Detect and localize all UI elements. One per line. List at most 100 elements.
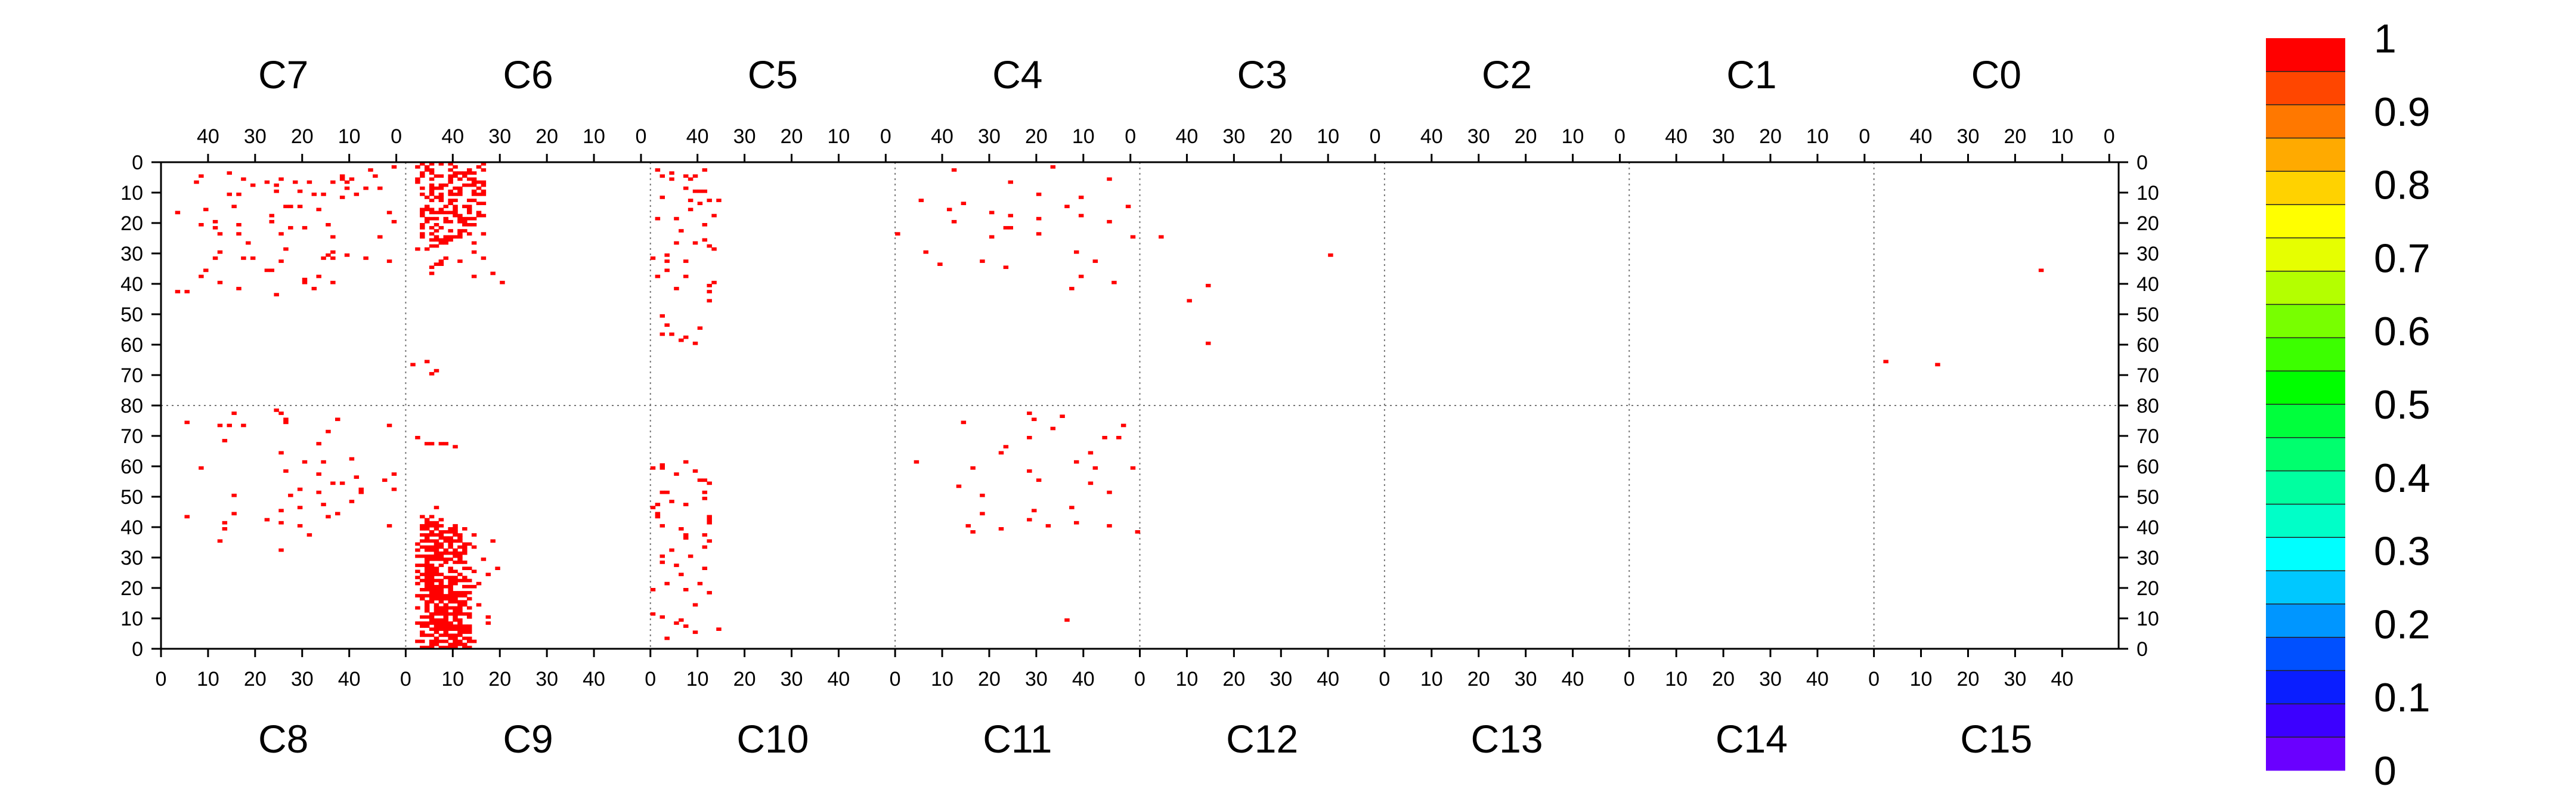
hit-pixel	[457, 189, 463, 193]
hit-pixel	[429, 168, 435, 172]
hit-pixel	[429, 627, 435, 631]
hit-pixel	[466, 177, 472, 181]
hit-pixel	[434, 223, 439, 227]
hit-pixel	[692, 241, 698, 245]
hit-pixel	[1069, 287, 1075, 290]
hit-pixel	[711, 213, 717, 218]
hit-pixel	[679, 618, 684, 622]
hit-pixel	[443, 241, 448, 245]
hit-pixel	[438, 627, 444, 631]
colorbar-band	[2266, 237, 2345, 272]
hit-pixel	[429, 186, 435, 190]
hit-pixel	[424, 548, 430, 552]
hit-pixel	[212, 226, 218, 230]
x-tick-label-top: 10	[1072, 125, 1095, 148]
chip-label-top: C1	[1726, 52, 1776, 97]
hit-pixel	[448, 621, 453, 625]
x-tick-label-top: 20	[535, 125, 558, 148]
x-tick-label-top: 10	[1317, 125, 1339, 148]
hit-pixel	[269, 268, 274, 273]
hit-pixel	[2038, 268, 2044, 273]
x-tick-label-bottom: 40	[1806, 668, 1829, 691]
hit-pixel	[434, 584, 439, 589]
hit-pixel	[707, 244, 712, 248]
hit-pixel	[448, 600, 453, 604]
hit-pixel	[711, 247, 717, 251]
x-tick-label-top: 20	[1515, 125, 1537, 148]
hit-pixel	[420, 630, 425, 634]
hit-pixel	[434, 639, 439, 643]
hit-pixel	[664, 636, 670, 640]
hit-pixel	[363, 186, 369, 190]
hit-pixel	[212, 256, 218, 260]
hit-pixel	[1111, 280, 1117, 284]
hit-pixel	[429, 569, 435, 574]
hit-pixel	[453, 445, 458, 448]
hit-pixel	[386, 423, 392, 428]
x-tick-label-top: 20	[291, 125, 314, 148]
hit-pixel	[457, 545, 463, 549]
hit-pixel	[707, 515, 712, 519]
x-tick-label-top: 0	[880, 125, 891, 148]
hit-pixel	[438, 226, 444, 230]
hit-pixel	[424, 633, 430, 637]
hit-pixel	[462, 219, 467, 224]
hit-pixel	[650, 506, 656, 509]
x-tick-label-top: 30	[244, 125, 267, 148]
chip-label-bottom: C9	[503, 717, 553, 761]
hit-pixel	[448, 210, 453, 215]
hit-pixel	[236, 232, 242, 236]
hit-pixel	[1045, 524, 1051, 528]
hit-pixel	[429, 612, 435, 616]
hit-pixel	[1031, 417, 1037, 422]
hit-pixel	[438, 162, 444, 166]
hit-pixel	[655, 515, 661, 519]
hit-pixel	[471, 171, 477, 175]
hit-pixel	[453, 633, 458, 637]
hit-pixel	[951, 219, 957, 224]
x-tick-label-bottom: 0	[1624, 668, 1635, 691]
hit-pixel	[420, 193, 425, 196]
x-tick-label-top: 20	[1025, 125, 1048, 148]
x-tick-label-bottom: 10	[1176, 668, 1199, 691]
hit-pixel	[457, 600, 463, 604]
hit-pixel	[453, 205, 458, 209]
hit-pixel	[453, 554, 458, 558]
hit-pixel	[448, 177, 453, 181]
hit-pixel	[363, 256, 369, 260]
y-tick-label-left: 60	[120, 456, 143, 478]
hit-pixel	[424, 554, 430, 558]
hit-pixel	[466, 591, 472, 595]
hit-pixel	[434, 262, 439, 266]
hit-pixel	[462, 630, 467, 634]
y-tick-label-right: 20	[2137, 212, 2159, 235]
colorbar-band	[2266, 637, 2345, 671]
hit-pixel	[466, 584, 472, 589]
hit-pixel	[316, 274, 321, 278]
y-tick-label-left: 0	[132, 151, 143, 174]
hit-pixel	[457, 259, 463, 263]
hit-pixel	[453, 524, 458, 528]
hit-pixel	[961, 202, 967, 205]
hit-pixel	[457, 235, 463, 239]
hit-pixel	[702, 478, 708, 482]
x-tick-label-bottom: 30	[1515, 668, 1537, 691]
hit-pixel	[212, 219, 218, 224]
hit-pixel	[1116, 436, 1122, 439]
hit-pixel	[707, 299, 712, 303]
hit-pixel	[683, 259, 689, 263]
y-tick-label-left: 40	[120, 516, 143, 539]
colorbar-tick-label: 0.5	[2374, 382, 2431, 428]
hit-pixel	[683, 186, 689, 190]
hit-pixel	[438, 591, 444, 595]
hit-pixel	[184, 420, 190, 425]
hit-pixel	[669, 500, 674, 503]
hit-pixel	[692, 630, 698, 634]
hit-pixel	[448, 633, 453, 637]
hit-pixel	[664, 490, 670, 494]
hit-pixel	[330, 280, 336, 284]
hit-pixel	[683, 335, 689, 339]
hit-pixel	[316, 472, 321, 476]
hit-pixel	[961, 420, 967, 425]
chip-label-bottom: C15	[1960, 717, 2032, 761]
